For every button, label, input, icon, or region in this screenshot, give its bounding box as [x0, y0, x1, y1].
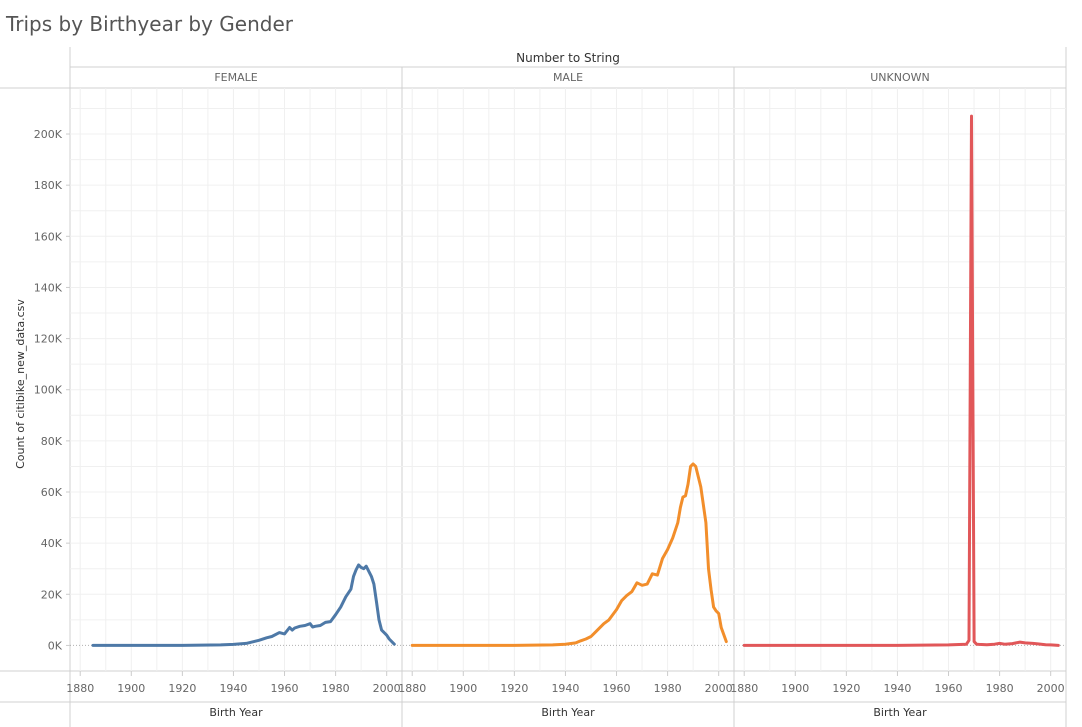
panel-header-unknown: UNKNOWN: [870, 71, 930, 84]
x-tick-label: 1920: [832, 682, 860, 695]
y-tick-label: 20K: [41, 588, 63, 601]
x-axis-label: Birth Year: [541, 706, 595, 719]
series-line-unknown: [742, 114, 1060, 647]
y-tick-label: 120K: [34, 333, 63, 346]
x-tick-label: 2000: [373, 682, 401, 695]
x-tick-label: 1940: [551, 682, 579, 695]
y-tick-label: 140K: [34, 281, 63, 294]
x-tick-label: 1880: [66, 682, 94, 695]
gridlines: [70, 88, 1066, 671]
y-tick-label: 200K: [34, 128, 63, 141]
column-header: Number to String: [516, 51, 620, 65]
x-tick-label: 1880: [398, 682, 426, 695]
x-tick-label: 1880: [730, 682, 758, 695]
panel-header-female: FEMALE: [214, 71, 257, 84]
y-tick-label: 180K: [34, 179, 63, 192]
x-tick-label: 1920: [500, 682, 528, 695]
chart-frame: [0, 47, 1067, 727]
x-axis-label: Birth Year: [209, 706, 263, 719]
series-line-male: [410, 462, 728, 647]
x-tick-label: 1900: [781, 682, 809, 695]
y-tick-label: 40K: [41, 537, 63, 550]
x-axis-label: Birth Year: [873, 706, 927, 719]
x-tick-label: 2000: [1037, 682, 1065, 695]
panel-header-male: MALE: [553, 71, 583, 84]
axes: 0K 20K 40K 60K 80K 100K 120K 140K 160K 180K 200K 18…: [34, 128, 1065, 719]
series-line-female: [91, 563, 396, 647]
x-tick-label: 1960: [935, 682, 963, 695]
y-tick-label: 60K: [41, 486, 63, 499]
x-tick-label: 1960: [271, 682, 299, 695]
x-tick-label: 1940: [883, 682, 911, 695]
x-tick-label: 1940: [219, 682, 247, 695]
x-tick-label: 1920: [168, 682, 196, 695]
x-tick-label: 1980: [322, 682, 350, 695]
x-tick-label: 1900: [117, 682, 145, 695]
y-tick-label: 160K: [34, 230, 63, 243]
x-tick-label: 1980: [654, 682, 682, 695]
y-tick-label: 100K: [34, 384, 63, 397]
y-tick-label: 80K: [41, 435, 63, 448]
panels: FEMALE MALE UNKNOWN: [91, 71, 1060, 647]
x-tick-label: 1960: [603, 682, 631, 695]
y-axis-label: Count of citibike_new_data.csv: [14, 299, 27, 469]
y-tick-label: 0K: [48, 639, 63, 652]
x-tick-label: 1900: [449, 682, 477, 695]
x-tick-label: 2000: [705, 682, 733, 695]
x-tick-label: 1980: [986, 682, 1014, 695]
chart-title: Trips by Birthyear by Gender: [6, 12, 294, 36]
